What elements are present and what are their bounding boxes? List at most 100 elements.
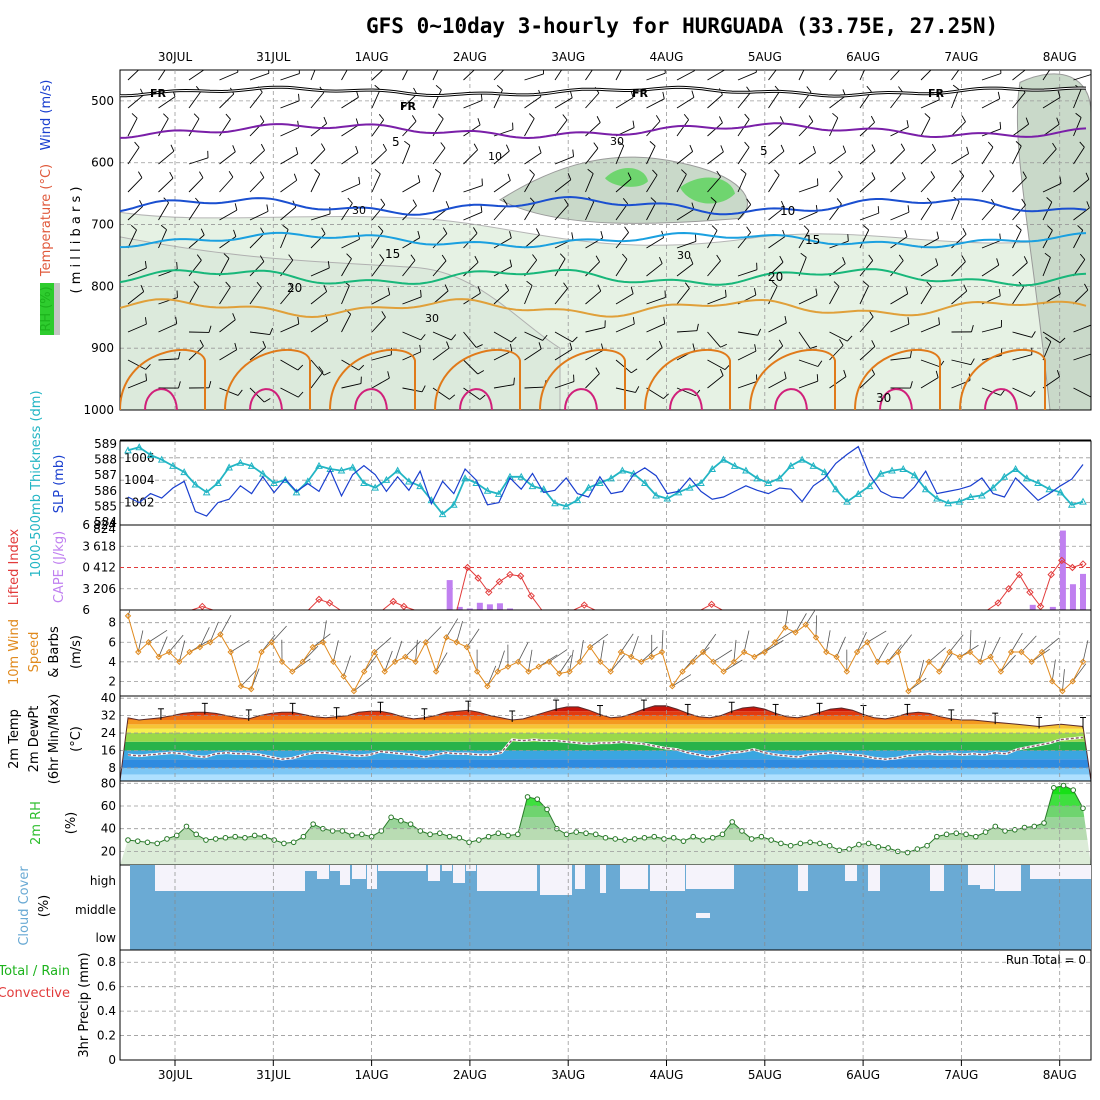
rh-point [427, 831, 433, 838]
wind-point [669, 683, 676, 690]
wind-barb [432, 89, 442, 109]
wind-point [463, 643, 471, 651]
wind-barb [672, 674, 692, 687]
wind-barb-flag [1031, 331, 1036, 338]
wind-point [997, 668, 1005, 675]
wind-barb [371, 259, 385, 277]
wind-barb-flag [572, 149, 574, 157]
wind-barb-flag [435, 84, 442, 91]
wind-barb-flag [740, 168, 747, 175]
wind-barb-flag [970, 358, 975, 365]
wind-barb [585, 373, 600, 389]
dewpoint-series-line [127, 736, 1084, 760]
wind-point [925, 658, 933, 666]
rh-point [836, 847, 843, 854]
thickness-point [247, 461, 256, 469]
cloud-gap [330, 865, 340, 871]
wind-point [905, 687, 912, 695]
wind-barb-flag [931, 143, 936, 151]
thickness-point [933, 494, 941, 502]
freezing-level-label: FR [400, 100, 417, 113]
wind-barb-flag [200, 228, 205, 236]
temp-band [120, 759, 1091, 768]
wind-barb [646, 174, 658, 193]
wind-barb [463, 70, 475, 81]
wind-point [710, 658, 717, 666]
wind-barb-flag [526, 280, 533, 286]
wind-barb [920, 117, 931, 137]
wind-barb [1042, 257, 1051, 277]
wind-axis-label: Speed [27, 632, 42, 673]
thickness-point [607, 474, 615, 482]
wind-barb [219, 236, 237, 249]
wind-point [186, 648, 193, 656]
wind-barb [585, 173, 594, 193]
wind-point [494, 668, 501, 675]
wind-barb [707, 94, 723, 109]
wind-barb [158, 297, 178, 305]
wind-barb [737, 331, 758, 336]
thickness-point [798, 455, 806, 463]
upper-ylabel-mb: ( m i l l i b a r s ) [69, 187, 84, 294]
temp-axis-label: 2m Temp [7, 709, 22, 769]
rh-point [144, 839, 151, 846]
lifted-point [1005, 585, 1013, 593]
wind-barb-flag [178, 351, 181, 359]
wind-barb-flag [716, 254, 721, 262]
wind-barb-flag [346, 253, 352, 259]
wind-barb-flag [145, 373, 147, 381]
wind-barb [402, 387, 423, 393]
isotherm-35 [774, 388, 808, 410]
rh-point [203, 837, 209, 843]
lifted-point [1058, 556, 1066, 565]
wind-barb-flag [746, 226, 751, 233]
bottom-date-axis: 30JUL 31JUL 1AUG 2AUG 3AUG 4AUG 5AUG 6AUG 7AUG 8A… [158, 1060, 1077, 1082]
wind-barb [402, 237, 420, 249]
wind-point [771, 639, 779, 646]
wind-barb [707, 359, 726, 370]
cloud-gap [600, 865, 606, 893]
wind-barb-flag [569, 90, 573, 98]
thickness-point [360, 478, 368, 486]
wind-tick-label: 4 [108, 655, 116, 669]
cape-bar [507, 608, 513, 610]
wind-barb-flag [382, 143, 387, 151]
wind-point [1069, 678, 1076, 685]
thickness-point [461, 474, 469, 482]
rh-point [183, 823, 190, 830]
wind-barb [280, 153, 299, 165]
thickness-point [382, 475, 391, 483]
wind-series-line [127, 615, 1084, 693]
wind-barb-flag [145, 317, 147, 325]
wind-barb-flag [473, 143, 479, 151]
wind-barb [920, 202, 933, 221]
cape-bar [466, 608, 473, 610]
wind-barb [127, 610, 131, 616]
wind-barb [280, 73, 300, 81]
wind-barb-flag [961, 115, 966, 122]
wind-barb [384, 650, 393, 672]
upper-ylabel-rh: RH (%) [39, 286, 54, 331]
rh-point [456, 834, 463, 841]
rh-point [281, 840, 287, 847]
wind-barb [497, 650, 505, 672]
wind-barb-flag [778, 339, 784, 347]
wind-barb [432, 387, 450, 400]
slp-tick-label: 1004 [124, 473, 155, 487]
wind-barb [310, 371, 324, 389]
wind-barb [432, 260, 447, 277]
wind-barb-flag [898, 254, 904, 261]
wind-barb-flag [260, 143, 265, 151]
lifted-point [325, 599, 334, 607]
wind-barb-flag [232, 313, 236, 320]
wind-barb [402, 331, 422, 341]
wind-point [165, 648, 173, 656]
wind-barb [310, 359, 325, 376]
wind-point [412, 658, 419, 666]
rh-tick-label: 80 [101, 776, 116, 790]
thickness-point [753, 474, 762, 482]
pressure-tick-label: 800 [91, 279, 114, 293]
thickness-point [775, 474, 784, 482]
wind-barb [1012, 204, 1026, 221]
